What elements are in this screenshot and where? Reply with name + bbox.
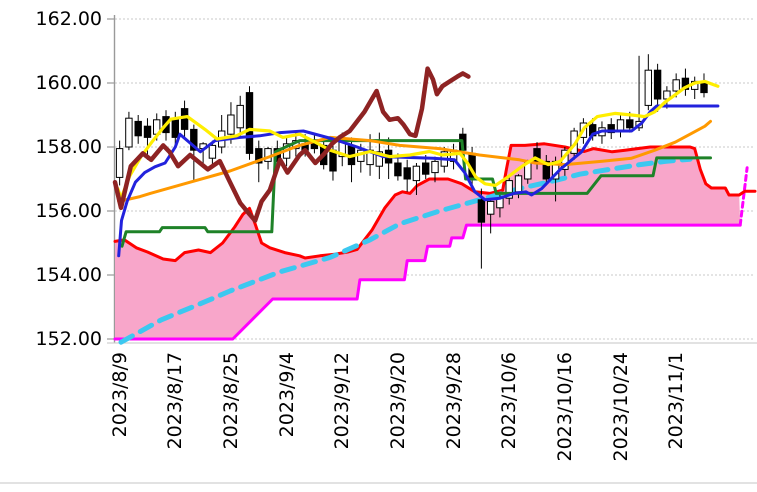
y-axis-label: 158.00 [35, 136, 102, 158]
series-yellow_fast_ma [116, 79, 720, 200]
series-cyan_trend_dashed [118, 156, 693, 345]
candle-body [505, 180, 513, 199]
candle-body [477, 199, 486, 223]
candle-body [171, 119, 180, 138]
candle-body [672, 79, 680, 92]
candle-body [236, 104, 244, 129]
candle-body [626, 119, 634, 129]
candle-body [190, 128, 198, 151]
x-axis-label: 2023/10/16 [553, 352, 576, 462]
candle-body [533, 148, 541, 162]
candle-body [208, 144, 217, 159]
series-blue_mid_line [117, 104, 720, 258]
candle-body [180, 108, 189, 130]
series-dark_red_lagging_line [112, 66, 471, 223]
series-green_step_line [120, 139, 712, 248]
candle-body [644, 69, 652, 106]
series-yellow_fast_ma [116, 79, 720, 200]
candle-body [125, 117, 133, 148]
series-cyan_trend_dashed [118, 156, 693, 345]
candle-body [227, 114, 235, 135]
x-axis-label: 2023/9/12 [331, 352, 354, 450]
candle-body [542, 160, 550, 180]
candle-body [115, 148, 124, 178]
candle-body [422, 162, 430, 175]
series-magenta_cloud_bottom [113, 223, 742, 341]
candle-body [134, 120, 142, 137]
candle-body [245, 92, 254, 154]
x-axis-label: 2023/9/28 [442, 352, 465, 450]
x-axis-label: 2023/10/24 [609, 352, 632, 462]
candle-body [681, 77, 690, 90]
candle-body [431, 160, 439, 174]
y-axis-label: 156.00 [35, 200, 102, 222]
candle-body [412, 165, 421, 182]
series-magenta_projection_spike [738, 166, 749, 227]
candle-body [653, 69, 662, 100]
candle-body [394, 162, 402, 177]
series-orange_slow_ma [117, 119, 712, 203]
x-axis-label: 2023/9/20 [386, 352, 409, 450]
candle-body [607, 124, 615, 134]
candle-body [403, 167, 411, 180]
candle-body [514, 175, 523, 193]
series-magenta_cloud_bottom [113, 223, 742, 341]
series-dark_red_lagging_line [112, 66, 471, 223]
x-axis-label: 2023/9/4 [275, 352, 298, 438]
y-axis-label: 160.00 [35, 72, 102, 94]
x-axis-label: 2023/10/6 [498, 352, 521, 450]
series-blue_mid_line [117, 104, 720, 258]
series-orange_slow_ma [117, 119, 712, 203]
x-axis-label: 2023/8/17 [164, 352, 187, 450]
x-axis-label: 2023/11/1 [665, 352, 688, 450]
candle-body [487, 200, 495, 215]
candle-body [616, 119, 625, 132]
candle-body [143, 125, 152, 138]
candle-body [255, 148, 263, 164]
candle-body [375, 151, 384, 167]
y-axis-label: 154.00 [35, 264, 102, 286]
series-green_step_line [120, 139, 712, 248]
y-axis-label: 152.00 [35, 328, 102, 350]
series-red_cloud_top [113, 142, 757, 263]
series-red_cloud_top [113, 142, 757, 263]
x-axis-label: 2023/8/9 [108, 352, 131, 438]
series-magenta_projection_spike [738, 166, 749, 227]
x-axis-label: 2023/8/25 [219, 352, 242, 450]
y-axis-label: 162.00 [35, 8, 102, 30]
